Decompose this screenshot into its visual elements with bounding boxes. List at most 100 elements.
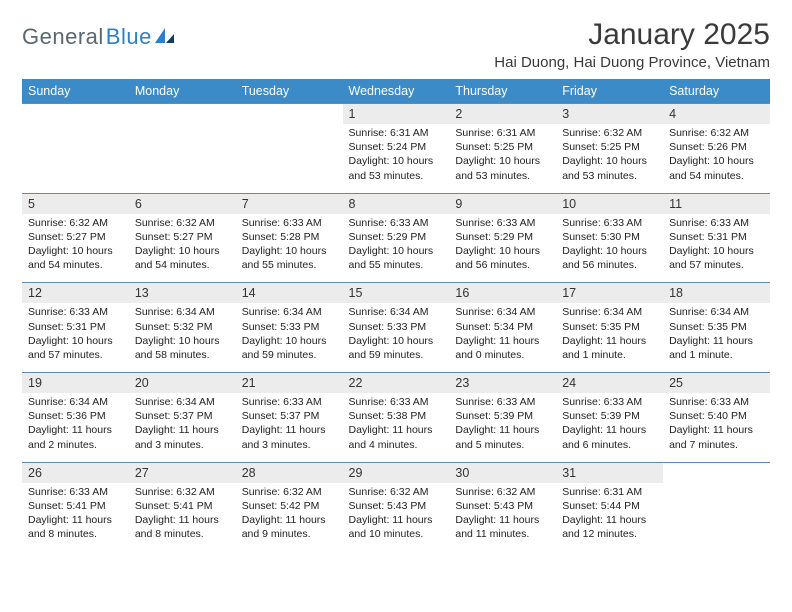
day-detail-cell: Sunrise: 6:32 AMSunset: 5:27 PMDaylight:… [129, 214, 236, 283]
sunrise-text: Sunrise: 6:34 AM [242, 305, 337, 319]
sunrise-text: Sunrise: 6:33 AM [669, 395, 764, 409]
day-detail-cell: Sunrise: 6:32 AMSunset: 5:25 PMDaylight:… [556, 124, 663, 193]
day-detail-cell: Sunrise: 6:31 AMSunset: 5:25 PMDaylight:… [449, 124, 556, 193]
day-number-cell: 31 [556, 462, 663, 483]
day-number-cell: 20 [129, 373, 236, 394]
sunrise-text: Sunrise: 6:33 AM [669, 216, 764, 230]
sunrise-text: Sunrise: 6:31 AM [455, 126, 550, 140]
sunset-text: Sunset: 5:41 PM [135, 499, 230, 513]
day-detail-cell: Sunrise: 6:32 AMSunset: 5:42 PMDaylight:… [236, 483, 343, 552]
sunset-text: Sunset: 5:36 PM [28, 409, 123, 423]
dow-saturday: Saturday [663, 79, 770, 104]
dow-wednesday: Wednesday [343, 79, 450, 104]
day-detail-cell [236, 124, 343, 193]
sunrise-text: Sunrise: 6:32 AM [28, 216, 123, 230]
day-number-cell: 21 [236, 373, 343, 394]
day-number-cell: 3 [556, 104, 663, 125]
sunset-text: Sunset: 5:26 PM [669, 140, 764, 154]
sunrise-text: Sunrise: 6:32 AM [135, 485, 230, 499]
sunset-text: Sunset: 5:43 PM [455, 499, 550, 513]
sunset-text: Sunset: 5:29 PM [349, 230, 444, 244]
sunset-text: Sunset: 5:27 PM [28, 230, 123, 244]
calendar-table: Sunday Monday Tuesday Wednesday Thursday… [22, 79, 770, 551]
sunset-text: Sunset: 5:38 PM [349, 409, 444, 423]
day-number-cell: 1 [343, 104, 450, 125]
daylight-text: Daylight: 10 hours and 53 minutes. [349, 154, 444, 182]
sunrise-text: Sunrise: 6:33 AM [562, 216, 657, 230]
day-detail-cell: Sunrise: 6:34 AMSunset: 5:33 PMDaylight:… [343, 303, 450, 372]
sail-icon [154, 26, 176, 49]
sunrise-text: Sunrise: 6:31 AM [562, 485, 657, 499]
sunset-text: Sunset: 5:32 PM [135, 320, 230, 334]
day-number-cell: 28 [236, 462, 343, 483]
daylight-text: Daylight: 10 hours and 57 minutes. [28, 334, 123, 362]
day-detail-cell: Sunrise: 6:33 AMSunset: 5:39 PMDaylight:… [449, 393, 556, 462]
sunset-text: Sunset: 5:35 PM [669, 320, 764, 334]
day-number-cell: 23 [449, 373, 556, 394]
day-number-cell: 19 [22, 373, 129, 394]
daylight-text: Daylight: 10 hours and 58 minutes. [135, 334, 230, 362]
daylight-text: Daylight: 11 hours and 3 minutes. [135, 423, 230, 451]
sunrise-text: Sunrise: 6:34 AM [135, 395, 230, 409]
sunset-text: Sunset: 5:24 PM [349, 140, 444, 154]
sunset-text: Sunset: 5:43 PM [349, 499, 444, 513]
sunrise-text: Sunrise: 6:34 AM [455, 305, 550, 319]
sunrise-text: Sunrise: 6:32 AM [135, 216, 230, 230]
day-detail-row: Sunrise: 6:33 AMSunset: 5:41 PMDaylight:… [22, 483, 770, 552]
sunrise-text: Sunrise: 6:32 AM [455, 485, 550, 499]
brand-name-blue: Blue [106, 24, 152, 50]
day-detail-cell: Sunrise: 6:31 AMSunset: 5:24 PMDaylight:… [343, 124, 450, 193]
sunset-text: Sunset: 5:25 PM [562, 140, 657, 154]
day-detail-cell: Sunrise: 6:34 AMSunset: 5:36 PMDaylight:… [22, 393, 129, 462]
sunset-text: Sunset: 5:27 PM [135, 230, 230, 244]
sunrise-text: Sunrise: 6:33 AM [28, 485, 123, 499]
day-detail-cell: Sunrise: 6:33 AMSunset: 5:40 PMDaylight:… [663, 393, 770, 462]
day-number-cell: 22 [343, 373, 450, 394]
day-number-cell: 18 [663, 283, 770, 304]
day-number-cell: 25 [663, 373, 770, 394]
day-number-cell: 10 [556, 193, 663, 214]
sunset-text: Sunset: 5:30 PM [562, 230, 657, 244]
day-number-row: 19202122232425 [22, 373, 770, 394]
day-detail-cell: Sunrise: 6:34 AMSunset: 5:35 PMDaylight:… [663, 303, 770, 372]
day-detail-cell: Sunrise: 6:33 AMSunset: 5:31 PMDaylight:… [22, 303, 129, 372]
calendar-page: GeneralBlue January 2025 Hai Duong, Hai … [0, 0, 792, 551]
calendar-body: 1234Sunrise: 6:31 AMSunset: 5:24 PMDayli… [22, 104, 770, 552]
sunset-text: Sunset: 5:33 PM [242, 320, 337, 334]
daylight-text: Daylight: 10 hours and 56 minutes. [562, 244, 657, 272]
day-detail-row: Sunrise: 6:33 AMSunset: 5:31 PMDaylight:… [22, 303, 770, 372]
day-detail-cell: Sunrise: 6:33 AMSunset: 5:41 PMDaylight:… [22, 483, 129, 552]
location-text: Hai Duong, Hai Duong Province, Vietnam [494, 54, 770, 71]
dow-friday: Friday [556, 79, 663, 104]
sunset-text: Sunset: 5:31 PM [669, 230, 764, 244]
day-detail-cell: Sunrise: 6:34 AMSunset: 5:34 PMDaylight:… [449, 303, 556, 372]
dow-sunday: Sunday [22, 79, 129, 104]
day-detail-cell [663, 483, 770, 552]
day-number-cell: 14 [236, 283, 343, 304]
daylight-text: Daylight: 10 hours and 57 minutes. [669, 244, 764, 272]
daylight-text: Daylight: 11 hours and 5 minutes. [455, 423, 550, 451]
sunset-text: Sunset: 5:44 PM [562, 499, 657, 513]
daylight-text: Daylight: 10 hours and 59 minutes. [349, 334, 444, 362]
daylight-text: Daylight: 11 hours and 8 minutes. [135, 513, 230, 541]
day-number-cell [236, 104, 343, 125]
sunset-text: Sunset: 5:33 PM [349, 320, 444, 334]
sunset-text: Sunset: 5:41 PM [28, 499, 123, 513]
day-detail-cell: Sunrise: 6:32 AMSunset: 5:26 PMDaylight:… [663, 124, 770, 193]
day-detail-cell: Sunrise: 6:33 AMSunset: 5:31 PMDaylight:… [663, 214, 770, 283]
day-number-cell: 4 [663, 104, 770, 125]
title-block: January 2025 Hai Duong, Hai Duong Provin… [494, 18, 770, 71]
day-number-cell: 12 [22, 283, 129, 304]
sunrise-text: Sunrise: 6:34 AM [669, 305, 764, 319]
daylight-text: Daylight: 10 hours and 55 minutes. [242, 244, 337, 272]
dow-monday: Monday [129, 79, 236, 104]
daylight-text: Daylight: 11 hours and 10 minutes. [349, 513, 444, 541]
brand-logo: GeneralBlue [22, 18, 176, 50]
day-detail-cell: Sunrise: 6:34 AMSunset: 5:32 PMDaylight:… [129, 303, 236, 372]
day-number-cell: 6 [129, 193, 236, 214]
day-detail-cell: Sunrise: 6:34 AMSunset: 5:35 PMDaylight:… [556, 303, 663, 372]
day-number-cell: 30 [449, 462, 556, 483]
sunset-text: Sunset: 5:37 PM [242, 409, 337, 423]
sunset-text: Sunset: 5:28 PM [242, 230, 337, 244]
daylight-text: Daylight: 11 hours and 1 minute. [562, 334, 657, 362]
